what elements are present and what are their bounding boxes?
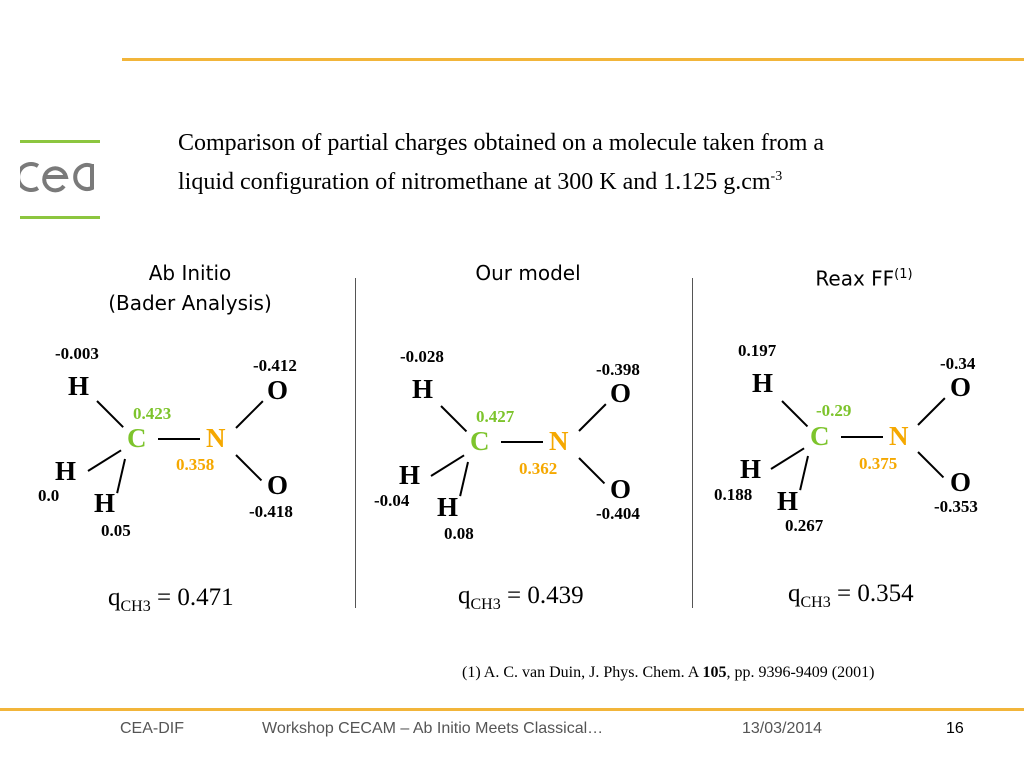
atom-o1: O [950,372,972,402]
atom-n: N [889,421,909,451]
atom-h1: H [68,371,90,401]
charge-o2: -0.418 [249,502,293,521]
charge-o2: -0.353 [934,497,978,516]
separator-1 [355,278,356,608]
bond-c-n [501,441,543,443]
charge-o2: -0.404 [596,504,640,523]
q-ch3: qCH3 = 0.354 [788,580,914,611]
title-line-1: Comparison of partial charges obtained o… [178,130,825,156]
atom-h3: H [437,492,459,522]
atom-o1: O [610,378,632,408]
page-number: 16 [946,720,964,737]
atom-h3: H [777,486,799,516]
bond-c-h3 [799,455,809,491]
bond-n-o2 [917,451,945,479]
atom-h2: H [55,456,77,486]
bond-n-o1 [235,400,264,429]
atom-h1: H [752,368,774,398]
atom-n: N [549,426,569,456]
bond-n-o1 [917,397,946,426]
cea-logo [16,136,104,224]
atom-o1: O [267,375,289,405]
charge-h2: -0.04 [374,491,410,510]
bond-c-h2 [430,454,465,477]
q-ch3: qCH3 = 0.439 [458,582,584,613]
charge-h3: 0.08 [444,524,474,543]
charge-h1: -0.003 [55,344,99,363]
bond-c-h3 [459,461,469,497]
atom-o2: O [267,470,289,500]
charge-n: 0.362 [519,459,558,478]
bond-c-h2 [770,447,805,470]
charge-h2: 0.188 [714,485,753,504]
bond-c-h2 [87,449,122,472]
charge-c: 0.427 [476,407,515,426]
atom-h2: H [399,460,421,490]
charge-o1: -0.398 [596,360,640,379]
heading-reax-ff: Reax FF(1) [815,266,913,291]
separator-2 [692,278,693,608]
heading-ab-initio: Ab Initio (Bader Analysis) [108,261,272,315]
q-ch3: qCH3 = 0.471 [108,584,234,615]
charge-c: -0.29 [816,401,852,420]
atom-n: N [206,423,226,453]
charge-n: 0.358 [176,455,215,474]
title-superscript: -3 [770,169,783,184]
slide-title: Comparison of partial charges obtained o… [178,126,978,199]
atom-h3: H [94,488,116,518]
atom-c: C [810,421,830,451]
top-rule [122,58,1024,61]
charge-h3: 0.267 [785,516,824,535]
charge-h2: 0.0 [38,486,60,505]
bottom-rule [0,708,1024,711]
atom-c: C [127,423,147,453]
bond-c-h1 [440,405,468,433]
bond-n-o2 [235,454,263,482]
charge-h3: 0.05 [101,521,131,540]
atom-h2: H [740,454,762,484]
bond-c-n [841,436,883,438]
charge-n: 0.375 [859,454,898,473]
footer-org: CEA-DIF [120,720,184,737]
footer-event: Workshop CECAM – Ab Initio Meets Classic… [262,720,604,737]
charge-o1: -0.34 [940,354,976,373]
atom-h1: H [412,374,434,404]
bond-c-h3 [116,458,126,494]
reference: (1) A. C. van Duin, J. Phys. Chem. A 105… [462,664,875,681]
bond-c-n [158,438,200,440]
footer-date: 13/03/2014 [742,720,823,737]
charge-o1: -0.412 [253,356,297,375]
title-line-2: liquid configuration of nitromethane at … [178,169,783,195]
charge-h1: 0.197 [738,341,777,360]
charge-h1: -0.028 [400,347,444,366]
atom-o2: O [610,474,632,504]
bond-c-h1 [96,400,124,428]
bond-c-h1 [781,400,809,428]
bond-n-o1 [578,403,607,432]
atom-o2: O [950,467,972,497]
bond-n-o2 [578,457,606,485]
atom-c: C [470,426,490,456]
charge-c: 0.423 [133,404,172,423]
heading-our-model: Our model [475,261,581,285]
